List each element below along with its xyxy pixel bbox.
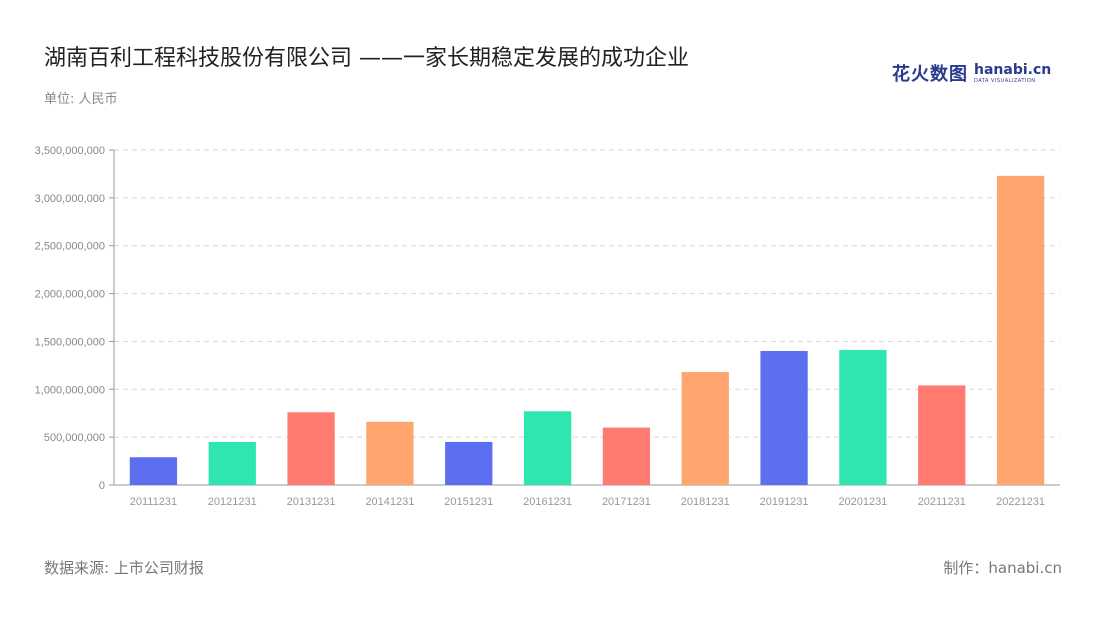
y-tick-label: 1,500,000,000: [35, 336, 105, 348]
bar-20171231: [602, 427, 651, 485]
x-tick-label: 20111231: [130, 496, 177, 508]
bar-20111231: [129, 457, 178, 485]
credit-maker: 制作：hanabi.cn: [943, 559, 1062, 577]
y-tick-label: 3,000,000,000: [35, 193, 105, 205]
x-tick-label: 20181231: [681, 496, 730, 508]
x-tick-label: 20131231: [287, 496, 336, 508]
x-tick-label: 20121231: [208, 496, 257, 508]
logo-en-subtitle: DATA VISUALIZATION: [974, 77, 1036, 84]
x-tick-label: 20211231: [918, 496, 966, 508]
label-layer: 20111231 20121231 20131231 20141231 20151231…: [130, 496, 1045, 508]
x-tick-label: 20171231: [602, 496, 651, 508]
x-tick-label: 20221231: [996, 496, 1045, 508]
bar-layer: [129, 175, 1045, 486]
unit-label: 单位: 人民币: [44, 92, 118, 107]
x-tick-label: 20141231: [365, 496, 414, 508]
y-tick-label: 500,000,000: [44, 432, 105, 444]
bar-20211231: [918, 385, 966, 485]
logo-en-text: hanabi.cn: [974, 61, 1052, 78]
bar-20141231: [366, 421, 414, 485]
bar-20191231: [760, 351, 808, 485]
y-tick-label: 2,000,000,000: [35, 289, 105, 301]
bar-20221231: [996, 175, 1045, 486]
y-tick-label: 3,500,000,000: [35, 145, 105, 157]
bar-20151231: [445, 441, 493, 485]
x-tick-label: 20161231: [523, 496, 572, 508]
grid-layer: [114, 149, 1060, 438]
x-tick-label: 20151231: [444, 496, 493, 508]
bar-20131231: [287, 412, 335, 485]
bar-20121231: [208, 441, 256, 485]
data-source: 数据来源: 上市公司财报: [44, 559, 204, 577]
bar-20201231: [839, 350, 887, 485]
axis-layer: 0 500,000,000 1,000,000,000 1,500,000,000 2,…: [35, 145, 1060, 492]
bar-20181231: [681, 372, 729, 485]
logo-en-block: hanabi.cn DATA VISUALIZATION: [974, 63, 1051, 84]
y-tick-label: 2,500,000,000: [35, 241, 105, 253]
logo-cn-text: 花火数图: [892, 64, 968, 85]
brand-logo: 花火数图 hanabi.cn DATA VISUALIZATION: [892, 60, 1051, 86]
bar-20161231: [523, 411, 572, 485]
y-tick-label: 0: [99, 480, 105, 492]
y-tick-label: 1,000,000,000: [35, 384, 105, 396]
x-tick-label: 20191231: [760, 496, 809, 508]
chart-title: 湖南百利工程科技股份有限公司 ——一家长期稳定发展的成功企业: [44, 46, 689, 71]
x-tick-label: 20201231: [838, 496, 887, 508]
